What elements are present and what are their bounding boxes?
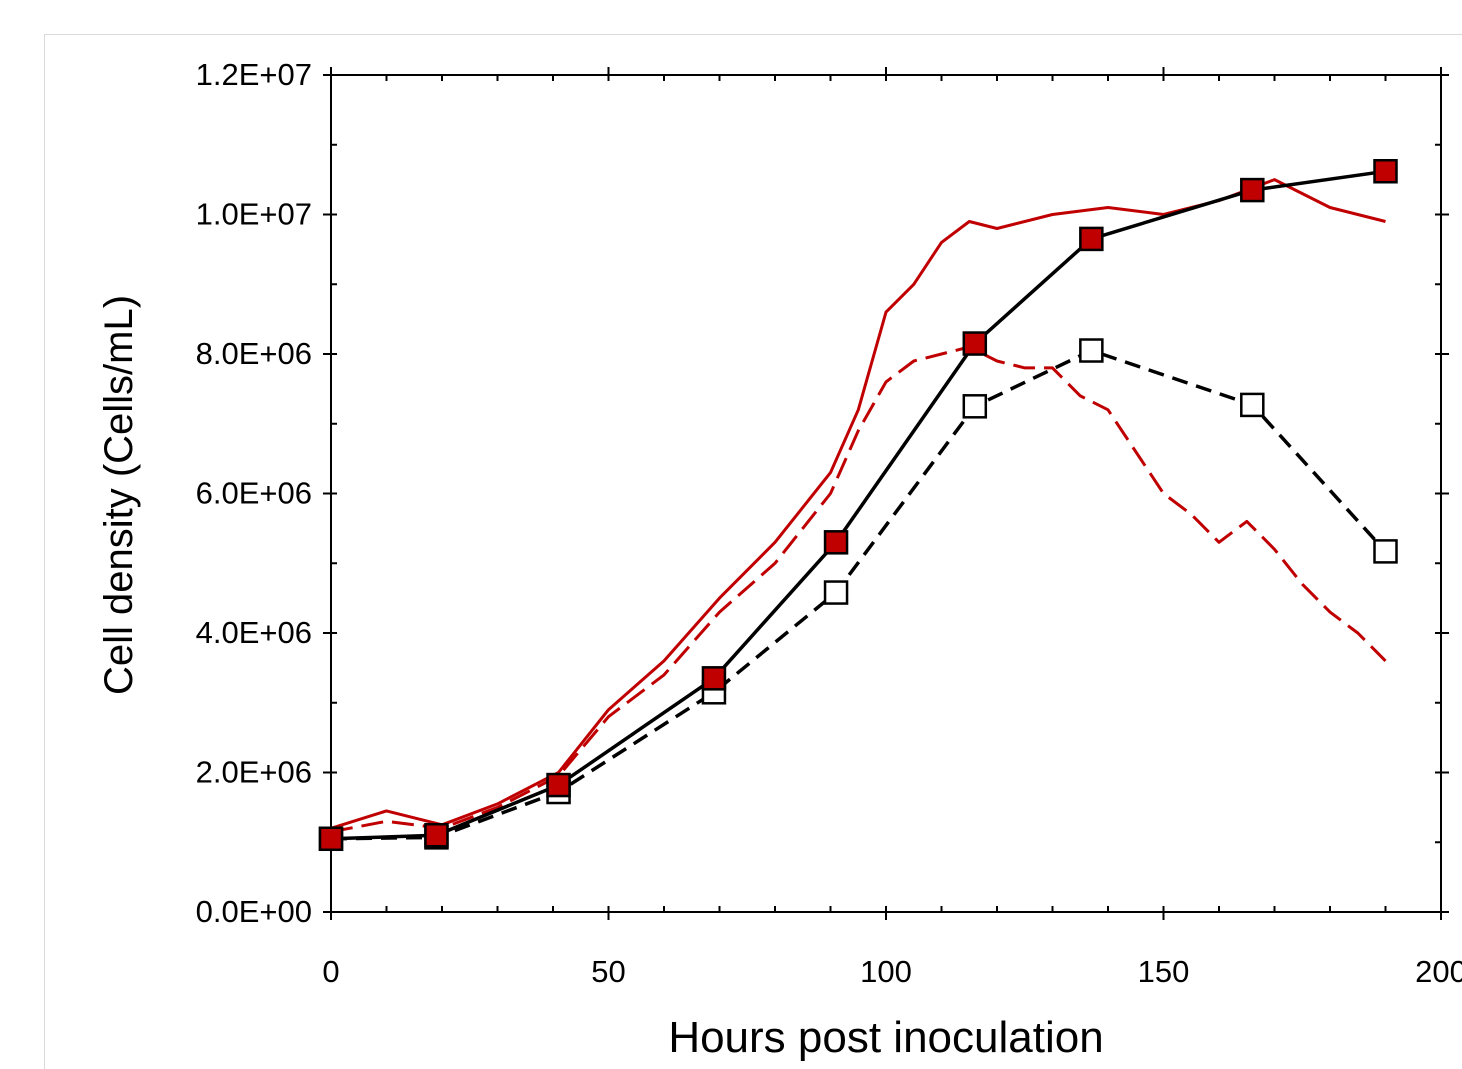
- y-tick-label: 8.0E+06: [196, 336, 312, 371]
- series-line-2: [330, 348, 1387, 841]
- axis-ticks: [323, 67, 1449, 920]
- y-tick-label: 6.0E+06: [196, 476, 312, 511]
- chart-area: [44, 34, 1462, 1069]
- x-tick-label: 100: [860, 954, 912, 989]
- series-1-marker: [424, 823, 449, 848]
- y-tick-label: 0.0E+00: [196, 894, 312, 929]
- series-layer: [318, 159, 1398, 852]
- series-line-3: [330, 178, 1386, 830]
- series-1-marker: [1240, 177, 1265, 203]
- series-1-marker: [1079, 226, 1104, 252]
- plot-frame: [330, 74, 1442, 913]
- x-tick-label: 200: [1415, 954, 1462, 989]
- series-2-marker: [823, 580, 849, 605]
- x-tick-label: 50: [591, 954, 625, 989]
- series-1-marker: [318, 826, 344, 852]
- series-1-marker: [1373, 159, 1398, 184]
- y-tick-label: 4.0E+06: [196, 615, 312, 650]
- y-tick-label: 1.2E+07: [196, 57, 312, 92]
- series-2-marker: [962, 394, 988, 419]
- tick-labels: 0 50 100 150 200 0.0E+00 2.0E+06 4.0E+06 6.0E+06…: [196, 57, 1462, 989]
- series-line-1: [330, 169, 1386, 841]
- x-tick-label: 150: [1138, 954, 1190, 989]
- series-2-marker: [1240, 392, 1265, 418]
- x-axis-label: Hours post inoculation: [668, 1013, 1103, 1062]
- series-1-marker: [962, 331, 988, 356]
- series-1-marker: [823, 530, 849, 555]
- series-2-marker: [1079, 338, 1104, 363]
- x-tick-label: 0: [322, 954, 339, 989]
- y-axis-label: Cell density (Cells/mL): [97, 295, 141, 695]
- y-tick-label: 2.0E+06: [196, 755, 312, 790]
- y-tick-label: 1.0E+07: [196, 197, 312, 232]
- plot-border: [330, 74, 1442, 913]
- series-1-marker: [546, 772, 571, 798]
- series-1-marker: [701, 666, 727, 691]
- series-line-4: [330, 345, 1387, 834]
- series-2-marker: [1373, 539, 1398, 564]
